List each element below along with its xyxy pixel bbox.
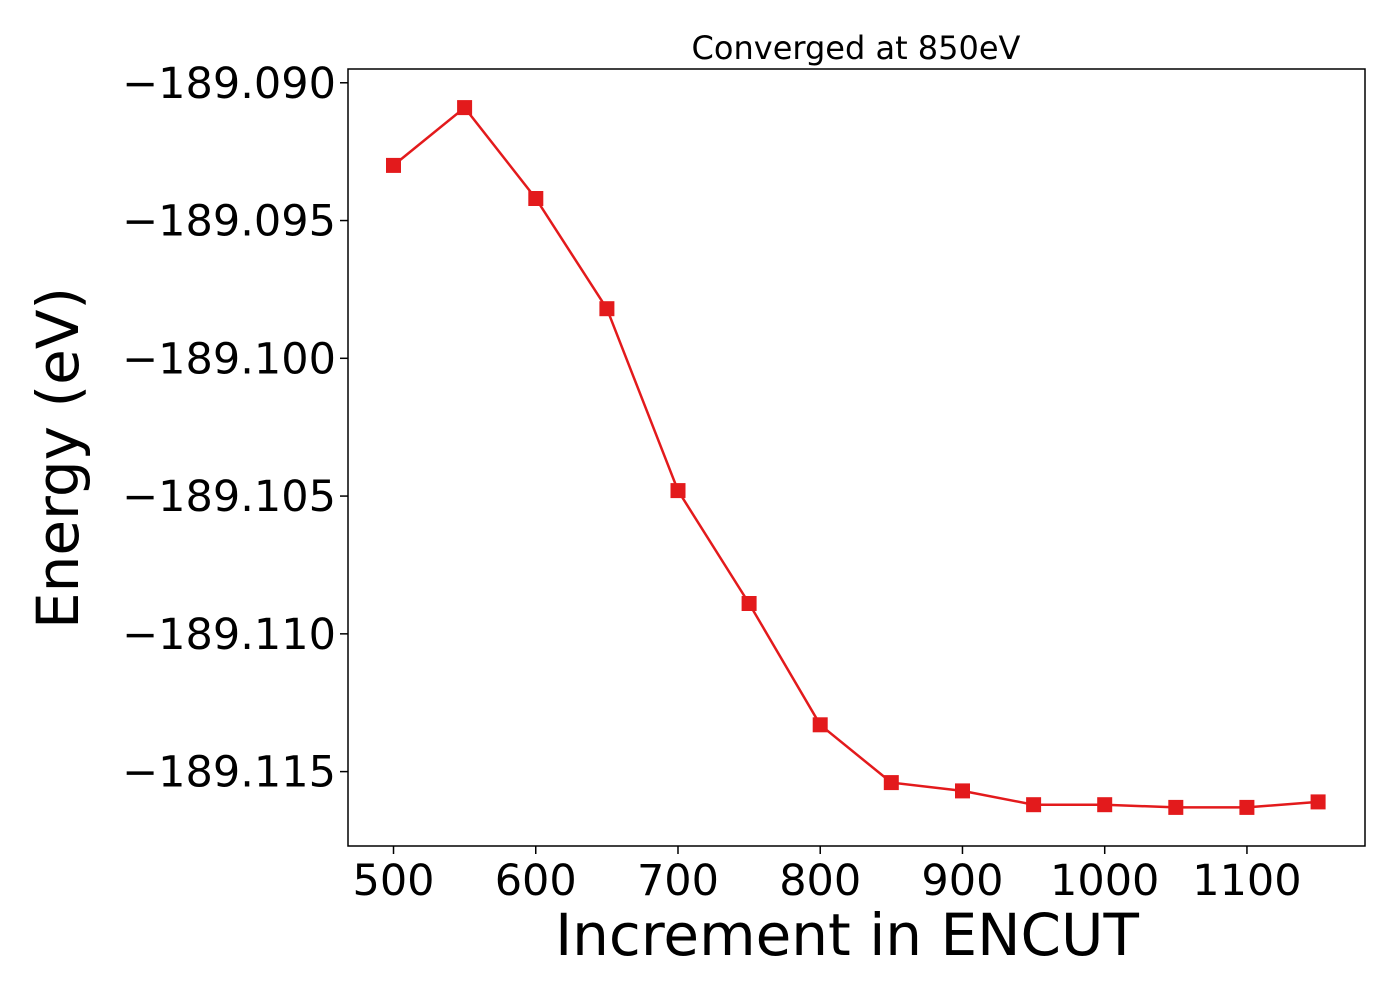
x-tick-label: 1100 [1192,856,1301,906]
data-point-marker [599,301,615,317]
x-axis-label: Increment in ENCUT [555,901,1139,969]
data-point-marker [670,483,686,499]
x-tick-label: 900 [921,856,1003,906]
data-point-marker [955,783,970,799]
y-axis-ticks: −189.090 −189.095 −189.100 −189.105 −189.110… [122,59,348,798]
series-layer [386,100,1326,815]
data-point-marker [457,100,473,116]
y-tick-label: −189.100 [122,334,336,384]
data-point-marker [1097,797,1113,813]
y-tick-label: −189.090 [122,59,336,109]
y-tick-label: −189.110 [122,610,336,660]
y-tick-label: −189.095 [122,197,336,247]
chart-title: Converged at 850eV [692,29,1021,67]
x-tick-label: 500 [352,856,434,906]
y-axis-label: Energy (eV) [24,287,92,629]
x-tick-label: 600 [495,856,577,906]
plot-frame [347,68,1366,847]
data-point-marker [528,191,544,206]
y-tick-label: −189.105 [122,472,336,522]
series-line [392,105,1319,809]
data-point-marker [1239,799,1255,815]
data-point-marker [1310,794,1326,810]
data-point-marker [812,717,828,733]
x-axis-ticks: 500 600 700 800 900 1000 1100 [352,846,1302,906]
data-point-marker [1168,799,1184,815]
x-tick-label: 800 [779,856,861,906]
data-point-marker [1026,797,1042,813]
y-tick-label: −189.115 [122,748,336,798]
x-tick-label: 700 [637,856,719,906]
data-point-marker [883,775,899,791]
x-tick-label: 1000 [1050,856,1159,906]
data-point-marker [386,157,401,173]
data-point-marker [741,596,757,611]
